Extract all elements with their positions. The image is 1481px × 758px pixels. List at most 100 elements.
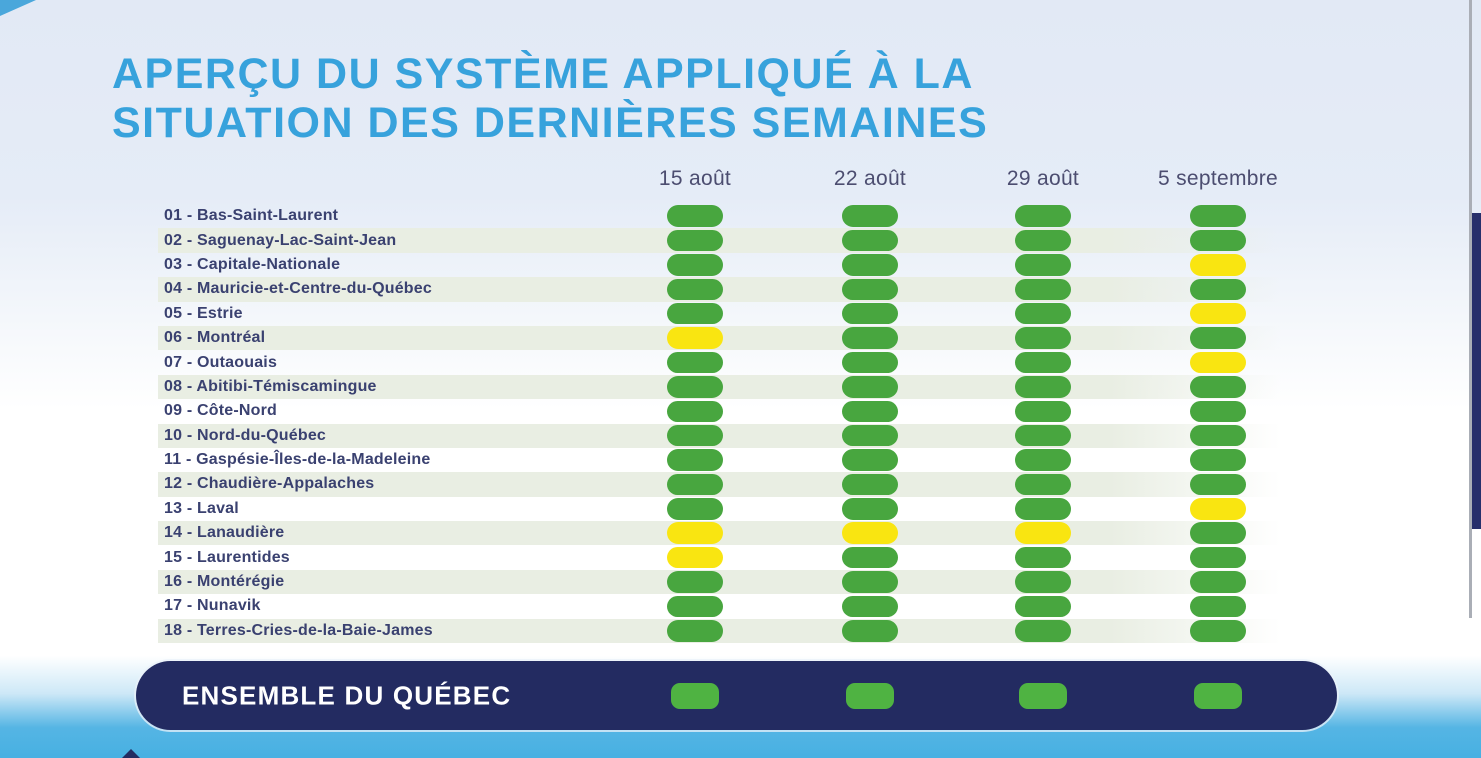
region-label: 08 - Abitibi-Témiscamingue xyxy=(164,377,377,395)
table-row: 17 - Nunavik xyxy=(158,594,1292,618)
status-pill-vert xyxy=(1015,376,1071,398)
table-row: 15 - Laurentides xyxy=(158,545,1292,569)
status-pill-vert xyxy=(1015,424,1071,447)
status-pill-vert xyxy=(1190,449,1246,471)
status-pill-vert xyxy=(842,229,898,252)
status-pill-vert xyxy=(842,278,898,301)
status-pill-vert xyxy=(842,376,898,398)
status-pill-jaune xyxy=(1190,254,1246,276)
table-row: 03 - Capitale-Nationale xyxy=(158,253,1292,277)
region-label: 12 - Chaudière-Appalaches xyxy=(164,475,375,493)
table-row: 09 - Côte-Nord xyxy=(158,399,1292,423)
region-label: 06 - Montréal xyxy=(164,329,266,347)
status-pill-jaune xyxy=(667,327,723,349)
status-pill-vert xyxy=(1015,351,1071,374)
status-pill-vert xyxy=(842,449,898,471)
status-pill-vert xyxy=(1190,205,1246,227)
status-pill-vert xyxy=(1015,498,1071,520)
summary-status-pill-vert xyxy=(1194,682,1242,709)
status-pill-jaune xyxy=(1190,351,1246,374)
status-pill-vert xyxy=(667,205,723,227)
region-status-table: 01 - Bas-Saint-Laurent 02 - Saguenay-Lac-… xyxy=(158,204,1292,644)
status-pill-vert xyxy=(842,473,898,496)
right-edge-navy-strip xyxy=(1472,213,1481,529)
table-row: 04 - Mauricie-et-Centre-du-Québec xyxy=(158,277,1292,302)
status-pill-vert xyxy=(1015,571,1071,593)
status-pill-vert xyxy=(1015,278,1071,301)
region-label: 18 - Terres-Cries-de-la-Baie-James xyxy=(164,621,433,639)
table-row: 08 - Abitibi-Témiscamingue xyxy=(158,374,1292,400)
table-row: 14 - Lanaudière xyxy=(158,521,1292,546)
status-pill-vert xyxy=(842,400,898,423)
status-pill-vert xyxy=(1015,620,1071,642)
status-pill-vert xyxy=(1190,327,1246,349)
status-pill-vert xyxy=(842,498,898,520)
status-pill-vert xyxy=(1190,473,1246,496)
page-title: APERÇU DU SYSTÈME APPLIQUÉ À LA SITUATION… xyxy=(112,50,988,149)
status-pill-vert xyxy=(842,620,898,642)
status-pill-vert xyxy=(842,254,898,276)
status-pill-vert xyxy=(1015,546,1071,569)
region-label: 03 - Capitale-Nationale xyxy=(164,255,341,273)
status-pill-vert xyxy=(667,376,723,398)
status-pill-vert xyxy=(1190,229,1246,252)
table-row: 13 - Laval xyxy=(158,497,1292,521)
status-pill-jaune xyxy=(667,546,723,569)
status-pill-vert xyxy=(842,595,898,618)
status-pill-vert xyxy=(1015,254,1071,276)
region-label: 15 - Laurentides xyxy=(164,548,290,566)
summary-status-pill-vert xyxy=(1019,682,1067,709)
status-pill-jaune xyxy=(842,522,898,544)
status-pill-vert xyxy=(1190,424,1246,447)
status-pill-vert xyxy=(1190,522,1246,544)
status-pill-vert xyxy=(1190,376,1246,398)
status-pill-vert xyxy=(667,424,723,447)
table-row: 05 - Estrie xyxy=(158,302,1292,326)
summary-status-pill-vert xyxy=(671,682,719,709)
region-label: 07 - Outaouais xyxy=(164,353,278,371)
status-pill-vert xyxy=(667,254,723,276)
status-pill-vert xyxy=(1015,449,1071,471)
column-header-week-1: 15 août xyxy=(658,167,732,190)
table-row: 07 - Outaouais xyxy=(158,350,1292,374)
status-pill-vert xyxy=(842,327,898,349)
status-pill-vert xyxy=(1190,595,1246,618)
table-row: 12 - Chaudière-Appalaches xyxy=(158,472,1292,497)
status-pill-jaune xyxy=(1190,302,1246,325)
status-pill-vert xyxy=(667,351,723,374)
status-pill-vert xyxy=(667,278,723,301)
region-label: 02 - Saguenay-Lac-Saint-Jean xyxy=(164,231,397,249)
table-row: 11 - Gaspésie-Îles-de-la-Madeleine xyxy=(158,448,1292,472)
status-pill-vert xyxy=(667,229,723,252)
summary-status-pill-vert xyxy=(846,682,894,709)
table-row: 06 - Montréal xyxy=(158,325,1292,351)
status-pill-vert xyxy=(667,449,723,471)
status-pill-vert xyxy=(1015,205,1071,227)
region-label: 01 - Bas-Saint-Laurent xyxy=(164,207,339,225)
status-pill-vert xyxy=(1015,302,1071,325)
status-pill-vert xyxy=(667,400,723,423)
status-pill-vert xyxy=(667,302,723,325)
corner-accent-shape xyxy=(0,0,36,16)
status-pill-jaune xyxy=(667,522,723,544)
summary-bar: ENSEMBLE DU QUÉBEC xyxy=(136,661,1337,730)
column-header-week-3: 29 août xyxy=(1006,167,1080,190)
status-pill-vert xyxy=(1190,400,1246,423)
status-pill-vert xyxy=(1015,595,1071,618)
title-line-2: SITUATION DES DERNIÈRES SEMAINES xyxy=(112,99,989,148)
status-pill-vert xyxy=(1190,620,1246,642)
status-pill-vert xyxy=(1015,229,1071,252)
status-pill-vert xyxy=(842,205,898,227)
status-pill-vert xyxy=(1190,278,1246,301)
region-label: 17 - Nunavik xyxy=(164,597,261,615)
status-pill-vert xyxy=(1190,571,1246,593)
status-pill-vert xyxy=(1190,546,1246,569)
region-label: 16 - Montérégie xyxy=(164,573,285,591)
column-header-week-2: 22 août xyxy=(833,167,907,190)
region-label: 10 - Nord-du-Québec xyxy=(164,426,327,444)
summary-label: ENSEMBLE DU QUÉBEC xyxy=(182,680,512,710)
status-pill-vert xyxy=(842,424,898,447)
table-row: 18 - Terres-Cries-de-la-Baie-James xyxy=(158,618,1292,644)
title-line-1: APERÇU DU SYSTÈME APPLIQUÉ À LA xyxy=(112,50,974,98)
status-pill-vert xyxy=(667,595,723,618)
